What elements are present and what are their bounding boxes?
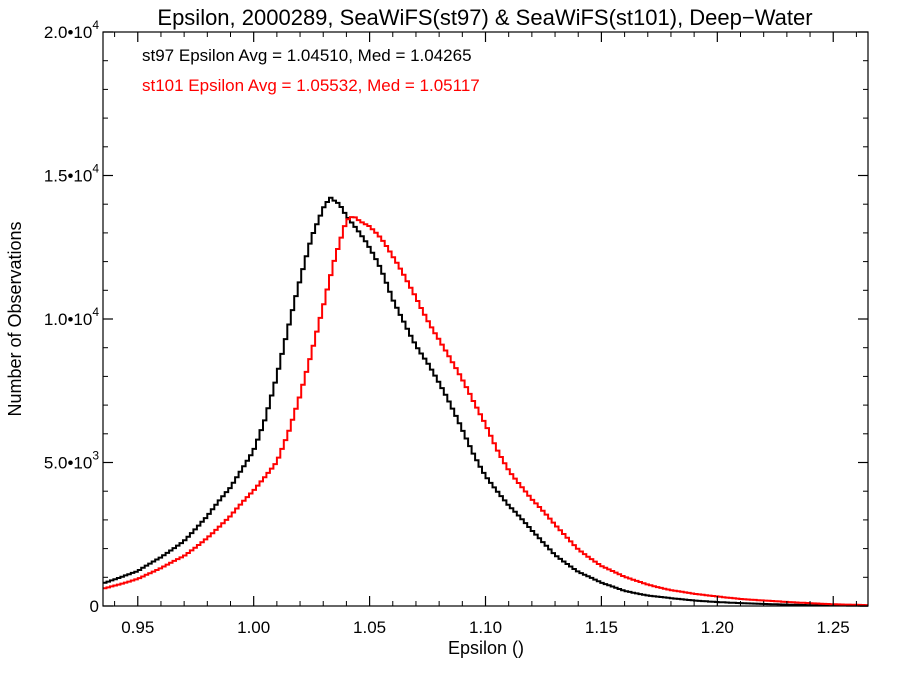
y-tick-label-1: 5.0•103 bbox=[44, 449, 100, 473]
y-axis-label: Number of Observations bbox=[5, 221, 25, 416]
series-1-line bbox=[103, 216, 868, 607]
plot-frame bbox=[102, 31, 869, 607]
annotation-st101: st101 Epsilon Avg = 1.05532, Med = 1.051… bbox=[142, 76, 480, 95]
y-tick-label-2: 1.0•104 bbox=[44, 305, 100, 329]
y-axis: 0 5.0•103 1.0•104 1.5•104 2.0•104 bbox=[44, 18, 868, 616]
x-tick-label-4: 1.15 bbox=[585, 618, 618, 637]
chart-title: Epsilon, 2000289, SeaWiFS(st97) & SeaWiF… bbox=[157, 5, 812, 30]
series-0-line bbox=[103, 196, 868, 607]
x-tick-label-3: 1.10 bbox=[469, 618, 502, 637]
x-tick-label-2: 1.05 bbox=[353, 618, 386, 637]
y-tick-label-4: 2.0•104 bbox=[44, 18, 100, 42]
x-tick-label-1: 1.00 bbox=[237, 618, 270, 637]
x-tick-label-6: 1.25 bbox=[817, 618, 850, 637]
x-axis: 0.95 1.00 1.05 1.10 1.15 1.20 1.25 bbox=[114, 32, 857, 637]
y-tick-label-3: 1.5•104 bbox=[44, 162, 100, 186]
series-layer bbox=[103, 196, 868, 607]
annotation-st97: st97 Epsilon Avg = 1.04510, Med = 1.0426… bbox=[142, 46, 472, 65]
x-axis-label: Epsilon () bbox=[448, 638, 524, 658]
x-tick-label-0: 0.95 bbox=[121, 618, 154, 637]
x-tick-label-5: 1.20 bbox=[701, 618, 734, 637]
y-tick-label-0: 0 bbox=[90, 597, 99, 616]
